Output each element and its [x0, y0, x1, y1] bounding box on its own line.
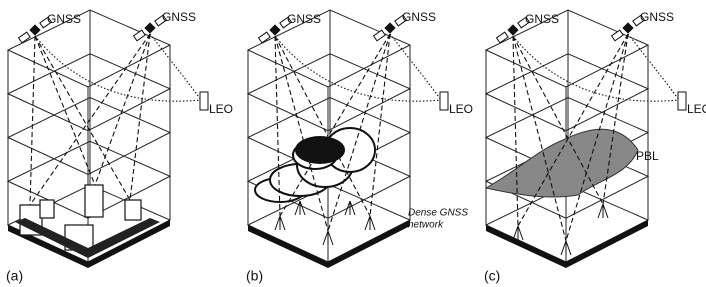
floor [248, 54, 410, 131]
receiver [275, 216, 285, 230]
solar-panel [497, 32, 509, 43]
solar-panel [134, 30, 146, 41]
satellite-label: GNSS [525, 12, 559, 26]
satellite-body [622, 22, 633, 33]
panel: GNSS GNSS LEO (a) [6, 10, 233, 284]
panel: GNSS GNSS LEO PBL (c) [484, 10, 706, 284]
occultation-path [150, 34, 201, 101]
solar-panel [374, 30, 386, 41]
solar-panel [19, 32, 31, 43]
satellite-body [269, 24, 280, 35]
leo-satellite [440, 92, 448, 110]
satellite-body [144, 22, 155, 33]
signal-ray [603, 34, 628, 204]
signal-ray [35, 36, 130, 200]
annotation: PBL [636, 149, 659, 163]
panel-label: (b) [246, 268, 263, 284]
leo-satellite [678, 92, 686, 110]
solar-panel [612, 30, 624, 41]
satellite-body [29, 24, 40, 35]
satellite-label: GNSS [402, 10, 436, 24]
receiver [598, 204, 608, 218]
receiver [295, 201, 305, 215]
floor [8, 10, 170, 87]
satellite-body [507, 24, 518, 35]
leo-label: LEO [449, 102, 473, 116]
satellite-label: GNSS [287, 12, 321, 26]
panel-label: (c) [484, 268, 500, 284]
leo-satellite [200, 92, 208, 110]
annotation: Dense GNSS [408, 208, 468, 219]
signal-ray [130, 34, 150, 200]
signal-ray [513, 36, 566, 241]
figure: GNSS GNSS LEO (a) GNSS GNSS LEO Dense GNSSnetwo… [0, 0, 706, 287]
building [85, 185, 103, 217]
occultation-path [390, 34, 441, 101]
receiver [561, 241, 571, 255]
solar-panel [259, 32, 271, 43]
receiver [345, 201, 355, 215]
receiver [323, 231, 333, 245]
panel-label: (a) [6, 268, 23, 284]
satellite-label: GNSS [640, 10, 674, 24]
signal-ray [95, 34, 150, 185]
pbl-surface [486, 129, 638, 197]
leo-label: LEO [209, 102, 233, 116]
cloud [295, 136, 345, 164]
satellite-label: GNSS [162, 10, 196, 24]
occultation-path [628, 34, 679, 101]
satellite-label: GNSS [47, 12, 81, 26]
building [40, 200, 54, 218]
receiver [365, 216, 375, 230]
leo-label: LEO [687, 102, 706, 116]
building [125, 200, 141, 220]
satellite-body [384, 22, 395, 33]
annotation: network [408, 220, 444, 231]
floor [486, 54, 648, 131]
floor [486, 10, 648, 87]
